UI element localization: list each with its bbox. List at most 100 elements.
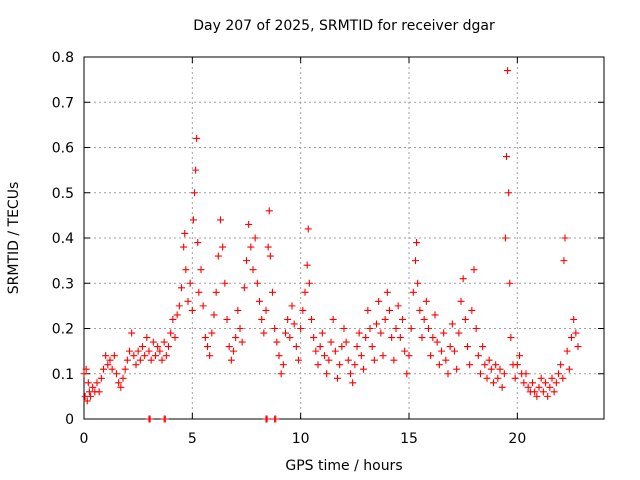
data-point: [477, 370, 484, 378]
data-point: [505, 189, 513, 197]
data-point: [97, 374, 105, 382]
data-point: [201, 334, 209, 342]
data-point: [227, 356, 235, 364]
data-point: [347, 370, 354, 378]
data-point: [214, 252, 222, 260]
data-point: [284, 315, 292, 323]
data-point: [442, 356, 450, 364]
data-point: [435, 361, 443, 369]
data-point: [102, 352, 110, 360]
grid: [84, 57, 604, 419]
data-point: [316, 343, 324, 351]
data-point: [513, 361, 521, 369]
data-point: [459, 275, 467, 283]
data-point: [292, 343, 300, 351]
data-point: [362, 334, 370, 342]
data-point: [561, 234, 569, 242]
data-point: [132, 361, 140, 369]
data-point: [413, 239, 421, 247]
data-point: [360, 365, 367, 373]
data-point: [195, 288, 203, 296]
data-point: [208, 329, 216, 337]
data-point: [418, 334, 426, 342]
data-point: [181, 229, 189, 237]
data-point: [431, 311, 439, 319]
data-point: [399, 315, 406, 323]
data-point: [529, 379, 536, 387]
data-point: [240, 284, 248, 292]
data-point: [304, 225, 312, 233]
data-point: [232, 334, 240, 342]
data-point: [310, 334, 318, 342]
data-point: [154, 343, 162, 351]
x-tick-label: 10: [292, 431, 310, 447]
x-axis-label: GPS time / hours: [285, 458, 402, 474]
data-point: [123, 356, 131, 364]
data-point: [555, 370, 562, 378]
data-point: [126, 347, 133, 355]
data-point: [165, 343, 172, 351]
y-tick-label: 0.8: [52, 50, 74, 66]
data-point: [355, 329, 363, 337]
data-point: [401, 347, 409, 355]
data-point: [193, 134, 201, 142]
data-point: [353, 343, 361, 351]
data-point: [141, 352, 149, 360]
data-point: [481, 361, 489, 369]
data-point: [121, 365, 129, 373]
data-point: [501, 234, 509, 242]
data-point: [565, 365, 573, 373]
data-point: [474, 352, 482, 360]
data-point: [412, 257, 419, 265]
data-point: [245, 220, 253, 228]
data-point: [479, 343, 487, 351]
data-point: [204, 343, 211, 351]
data-point: [383, 288, 391, 296]
y-axis-label: SRMTID / TECUs: [6, 182, 22, 295]
data-point: [386, 306, 393, 314]
y-tick-label: 0.4: [52, 231, 74, 247]
data-point: [272, 415, 280, 423]
data-point: [560, 257, 568, 265]
data-point: [500, 370, 508, 378]
data-point: [357, 352, 365, 360]
data-point: [498, 383, 506, 391]
data-point: [535, 383, 543, 391]
data-point: [305, 279, 313, 287]
data-point: [496, 365, 504, 373]
data-point: [340, 325, 348, 332]
data-point: [186, 279, 194, 287]
data-point: [139, 343, 146, 351]
data-point: [147, 356, 155, 364]
data-point: [559, 374, 567, 382]
data-point: [158, 356, 166, 364]
data-point: [89, 383, 97, 391]
data-point: [548, 374, 556, 382]
data-point: [93, 379, 101, 387]
x-tick-label: 5: [188, 431, 197, 447]
data-point: [351, 361, 359, 369]
data-point: [117, 383, 125, 391]
data-point: [336, 361, 344, 369]
data-point: [83, 397, 91, 405]
data-point: [271, 325, 279, 332]
y-tick-label: 0.6: [52, 141, 74, 157]
data-point: [134, 347, 142, 355]
data-point: [247, 243, 255, 251]
data-point: [264, 243, 272, 251]
data-point: [146, 415, 154, 423]
data-point: [192, 166, 200, 174]
data-point: [106, 356, 114, 364]
data-point: [182, 266, 190, 274]
data-point: [260, 329, 268, 337]
data-point: [572, 329, 580, 337]
data-point: [438, 347, 445, 355]
data-point: [243, 257, 250, 265]
data-point: [113, 370, 120, 378]
data-point: [379, 352, 387, 360]
data-point: [490, 379, 497, 387]
data-point: [368, 343, 376, 351]
y-tick-label: 0.3: [52, 276, 74, 292]
data-point: [95, 388, 103, 396]
data-point: [405, 352, 413, 360]
